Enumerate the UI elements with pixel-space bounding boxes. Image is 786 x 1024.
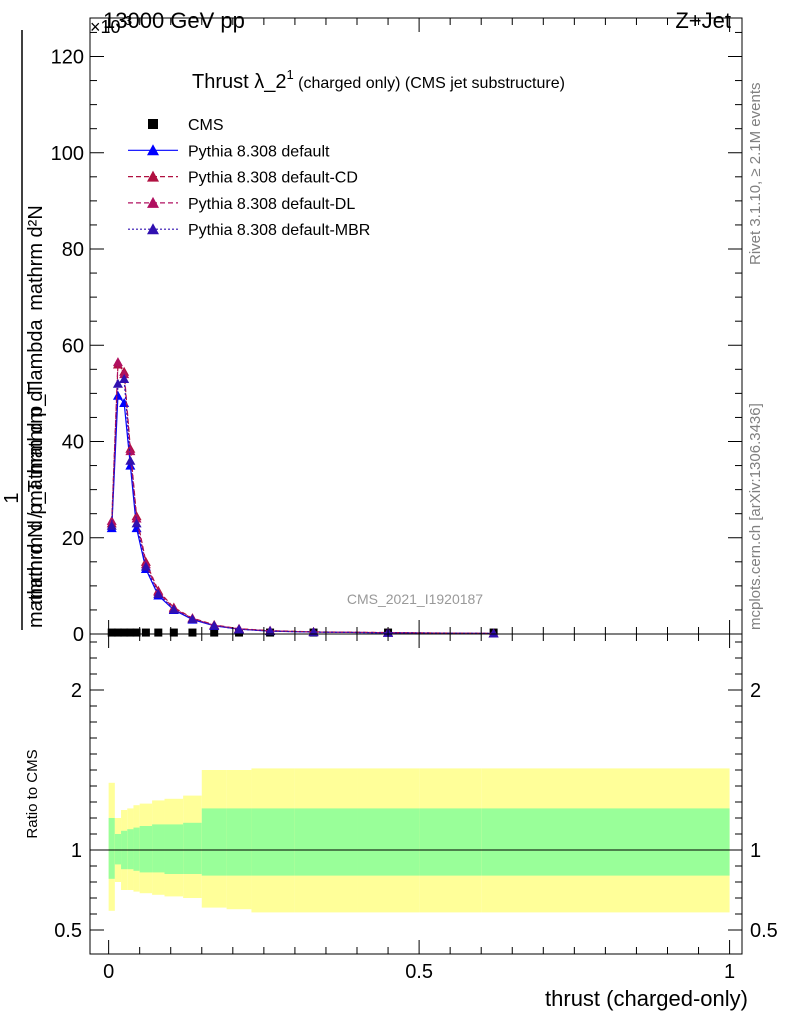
- ratio-inner-band-14: [419, 808, 482, 876]
- main-ytick-label-5: 100: [51, 143, 84, 165]
- main-plot-frame: [89, 17, 743, 635]
- cms-data-point-0: [107, 628, 116, 637]
- cms-data-point-7: [169, 628, 178, 637]
- ratio-ytick-label-right-0: 0.5: [750, 920, 778, 942]
- y-axis-label-denominator: mathrm d N / mathrm d p_T: [25, 382, 47, 628]
- series-4-marker-0: [106, 520, 117, 530]
- xtick-label-0: 0: [103, 961, 114, 983]
- series-4-marker-4: [131, 518, 142, 528]
- series-4-marker-9: [209, 620, 220, 630]
- legend-label-1: Pythia 8.308 default: [188, 143, 330, 160]
- ratio-ytick-label-left-1: 1: [71, 840, 82, 862]
- cms-data-point-6: [154, 628, 163, 637]
- ratio-ytick-label-right-1: 1: [750, 840, 761, 862]
- legend-marker-3: [147, 196, 159, 208]
- ratio-plot-frame: [89, 633, 743, 955]
- main-ytick-label-3: 60: [62, 335, 84, 357]
- main-ytick-label-4: 80: [62, 239, 84, 261]
- ratio-inner-band-10: [226, 808, 252, 876]
- series-4-marker-10: [234, 624, 245, 634]
- mcplots-label: mcplots.cern.ch [arXiv:1306.3436]: [747, 403, 764, 630]
- legend-marker-cms: [148, 119, 158, 129]
- legend: CMS Pythia 8.308 default Pythia 8.308 defa…: [128, 117, 370, 239]
- cms-data-point-2: [120, 628, 129, 637]
- series-3-marker-1: [112, 357, 123, 367]
- ratio-ytick-label-left-2: 2: [71, 680, 82, 702]
- series-4-marker-1: [112, 378, 123, 388]
- main-ytick-label-0: 0: [73, 624, 84, 646]
- series-4-marker-3: [125, 455, 136, 465]
- legend-marker-4: [147, 223, 159, 235]
- ratio-inner-band-13: [357, 808, 420, 876]
- ratio-inner-band-5: [139, 826, 153, 873]
- rivet-label: Rivet 3.1.10, ≥ 2.1M events: [747, 83, 764, 266]
- y-axis-label-numerator: mathrm d²N: [25, 205, 47, 311]
- series-4-marker-11: [265, 626, 276, 636]
- legend-marker-2: [147, 170, 159, 182]
- cms-data-point-9: [210, 628, 219, 637]
- main-ytick-label-1: 20: [62, 528, 84, 550]
- cms-data-point-4: [132, 628, 141, 637]
- legend-label-0: CMS: [188, 117, 224, 134]
- x-axis-label: thrust (charged-only): [545, 986, 748, 1011]
- legend-label-4: Pythia 8.308 default-MBR: [188, 222, 370, 239]
- legend-label-2: Pythia 8.308 default-CD: [188, 170, 358, 187]
- main-plot-series: [106, 357, 499, 638]
- header-left: 13000 GeV pp: [103, 8, 245, 33]
- ratio-ytick-label-right-2: 2: [750, 680, 761, 702]
- cms-data-point-3: [126, 628, 135, 637]
- series-4-marker-14: [488, 628, 499, 638]
- analysis-watermark: CMS_2021_I1920187: [347, 591, 483, 607]
- ratio-inner-band-8: [183, 822, 202, 874]
- ratio-inner-band-1: [114, 834, 122, 865]
- xtick-label-2: 1: [724, 961, 735, 983]
- ratio-inner-band-0: [108, 818, 115, 879]
- cms-data-point-1: [113, 628, 122, 637]
- series-4-marker-2: [119, 373, 130, 383]
- ratio-inner-band-11: [251, 808, 295, 876]
- series-4-marker-7: [168, 604, 179, 614]
- ratio-inner-band-6: [152, 824, 165, 873]
- ratio-axes: 0.5 0.5 1 1 2 2 0 0.5 1: [54, 634, 778, 983]
- series-4-marker-5: [140, 561, 151, 571]
- main-ytick-label-2: 40: [62, 432, 84, 454]
- ratio-y-axis-label: Ratio to CMS: [24, 749, 41, 838]
- main-ytick-label-6: 120: [51, 47, 84, 69]
- main-axes: 0 20 40 60 80 100 120: [51, 18, 742, 646]
- xtick-label-1: 0.5: [405, 961, 433, 983]
- ratio-inner-band-15: [481, 808, 730, 876]
- cms-data-point-5: [141, 628, 150, 637]
- y-axis-label-numerator-sub: mathrm d p_T mathrm d lambda: [25, 318, 47, 604]
- legend-label-3: Pythia 8.308 default-DL: [188, 196, 355, 213]
- series-1-marker-1: [112, 390, 123, 400]
- series-3-marker-2: [119, 369, 130, 379]
- header-right: Z+Jet: [675, 8, 731, 33]
- series-line-4: [111, 377, 494, 635]
- ratio-inner-band-12: [294, 808, 358, 876]
- ratio-ytick-label-left-0: 0.5: [54, 920, 82, 942]
- exponent-label: ×10-3: [90, 13, 132, 37]
- series-3-marker-3: [125, 446, 136, 456]
- cms-data-point-8: [188, 628, 197, 637]
- legend-marker-1: [147, 144, 159, 156]
- ratio-inner-band-7: [164, 824, 184, 874]
- chart-title: Thrust λ_21 (charged only) (CMS jet subs…: [192, 67, 565, 93]
- series-4-marker-6: [153, 589, 164, 599]
- ratio-inner-band-9: [201, 808, 227, 876]
- ratio-inner-band-3: [127, 829, 134, 870]
- y-axis-label-prefactor: 1: [1, 492, 23, 503]
- ratio-inner-band-4: [133, 827, 140, 871]
- ratio-uncertainty-bands: [90, 768, 742, 913]
- series-4-marker-8: [187, 614, 198, 624]
